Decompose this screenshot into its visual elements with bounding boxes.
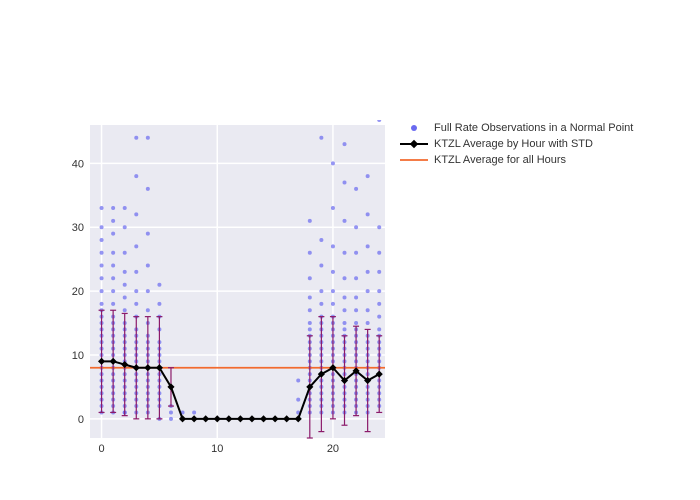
legend-label: KTZL Average for all Hours [434,154,566,166]
legend-swatch-avg-hour [400,137,428,151]
svg-text:10: 10 [72,350,84,362]
legend: Full Rate Observations in a Normal Point… [400,120,633,168]
svg-text:0: 0 [99,443,105,455]
svg-text:20: 20 [72,286,84,298]
legend-label: Full Rate Observations in a Normal Point [434,122,633,134]
legend-swatch-scatter [400,121,428,135]
svg-text:40: 40 [72,158,84,170]
hourly-observations-chart: 0 10 20 0 10 20 30 40 [60,120,390,460]
legend-label: KTZL Average by Hour with STD [434,138,593,150]
svg-text:20: 20 [327,443,339,455]
legend-swatch-avg-all [400,153,428,167]
svg-text:0: 0 [78,414,84,426]
svg-text:30: 30 [72,222,84,234]
legend-item: Full Rate Observations in a Normal Point [400,120,633,136]
legend-item: KTZL Average by Hour with STD [400,136,633,152]
legend-item: KTZL Average for all Hours [400,152,633,168]
svg-text:10: 10 [211,443,223,455]
